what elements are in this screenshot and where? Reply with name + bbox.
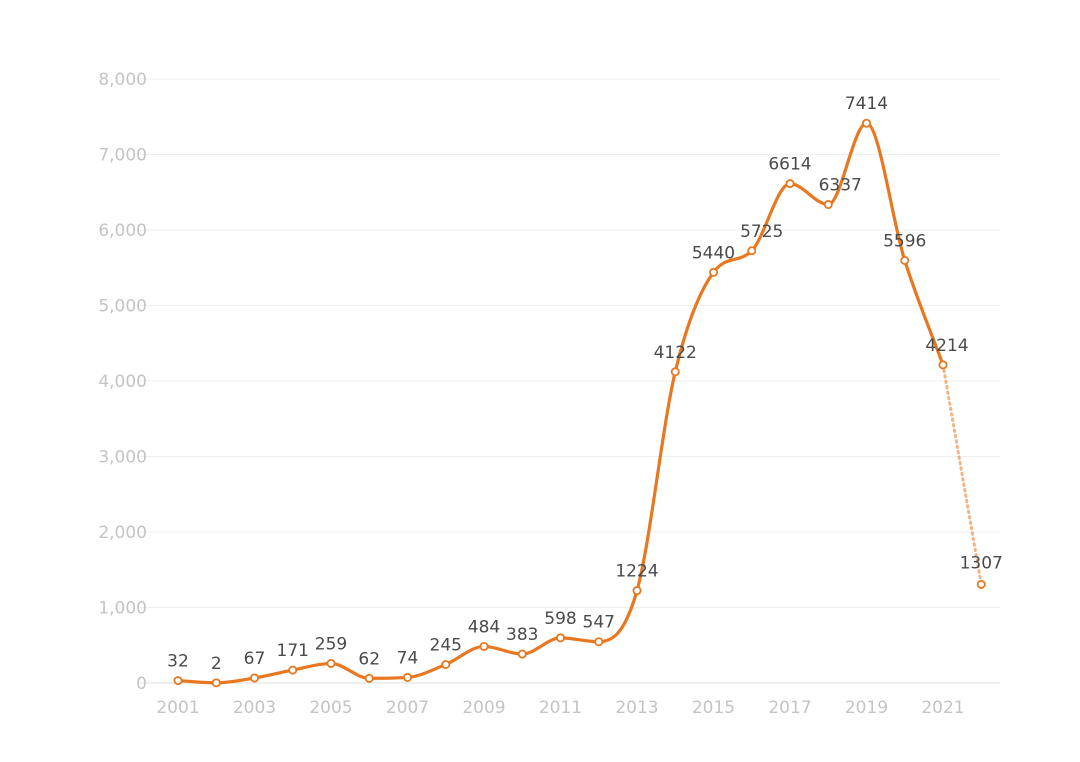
- data-point: [211, 678, 221, 688]
- data-points: [173, 118, 986, 688]
- data-label: 5725: [740, 222, 783, 242]
- x-tick-label: 2007: [386, 698, 429, 718]
- projection-line: [941, 363, 983, 586]
- data-label: 67: [244, 649, 266, 669]
- x-tick-label: 2015: [692, 698, 735, 718]
- data-point: [632, 586, 642, 596]
- data-point: [594, 637, 604, 647]
- data-label: 598: [544, 609, 576, 629]
- data-point: [249, 673, 259, 683]
- data-label: 4122: [654, 343, 697, 363]
- data-label: 74: [397, 648, 419, 668]
- x-tick-label: 2005: [309, 698, 352, 718]
- y-tick-label: 5,000: [98, 297, 147, 317]
- y-tick-label: 0: [136, 674, 147, 694]
- x-axis-ticks: 2001 2003 2005 2007 2009 2011 2013 2015 2017 2019…: [156, 698, 964, 718]
- data-point: [173, 676, 183, 686]
- data-label: 5596: [883, 232, 926, 252]
- data-point: [670, 367, 680, 377]
- data-point: [556, 633, 566, 643]
- x-tick-label: 2001: [156, 698, 199, 718]
- x-tick-label: 2021: [921, 698, 964, 718]
- x-tick-label: 2017: [768, 698, 811, 718]
- data-label: 1224: [615, 562, 658, 582]
- data-point: [364, 673, 374, 683]
- y-tick-label: 3,000: [98, 448, 147, 468]
- x-tick-label: 2003: [233, 698, 276, 718]
- data-point: [517, 649, 527, 659]
- x-tick-label: 2019: [845, 698, 888, 718]
- data-point: [938, 360, 948, 370]
- grid-lines: [140, 78, 1000, 684]
- y-tick-label: 4,000: [98, 372, 147, 392]
- y-tick-label: 6,000: [98, 221, 147, 241]
- data-label: 1307: [960, 553, 1003, 573]
- data-point: [326, 658, 336, 668]
- y-tick-label: 8,000: [98, 70, 147, 90]
- data-label: 547: [583, 613, 615, 633]
- data-label: 171: [277, 641, 309, 661]
- data-point: [785, 179, 795, 189]
- data-label: 6614: [768, 155, 811, 175]
- x-tick-label: 2009: [462, 698, 505, 718]
- data-point: [900, 256, 910, 266]
- x-tick-label: 2011: [539, 698, 582, 718]
- data-label: 62: [358, 649, 380, 669]
- data-label: 2: [211, 654, 222, 674]
- data-label: 4214: [925, 336, 968, 356]
- data-label: 383: [506, 625, 538, 645]
- data-point: [402, 672, 412, 682]
- data-labels: 32 2 67 171 259 62 74 245 484 383 598 547 1224 4122 54…: [167, 94, 1003, 674]
- x-tick-label: 2013: [615, 698, 658, 718]
- data-point: [479, 641, 489, 651]
- data-label: 259: [315, 634, 347, 654]
- data-label: 484: [468, 617, 500, 637]
- data-label: 6337: [819, 176, 862, 196]
- y-axis-ticks: 0 1,000 2,000 3,000 4,000 5,000 6,000 7,000 8,00…: [98, 70, 147, 694]
- data-point: [441, 660, 451, 670]
- data-label: 7414: [845, 94, 888, 114]
- data-point: [976, 579, 986, 589]
- data-point: [747, 246, 757, 256]
- y-tick-label: 2,000: [98, 523, 147, 543]
- data-point: [709, 267, 719, 277]
- data-point: [862, 118, 872, 128]
- data-label: 32: [167, 652, 189, 672]
- data-point: [288, 665, 298, 675]
- data-label: 245: [430, 636, 462, 656]
- y-tick-label: 7,000: [98, 146, 147, 166]
- data-point: [823, 200, 833, 210]
- y-tick-label: 1,000: [98, 599, 147, 619]
- data-label: 5440: [692, 243, 735, 263]
